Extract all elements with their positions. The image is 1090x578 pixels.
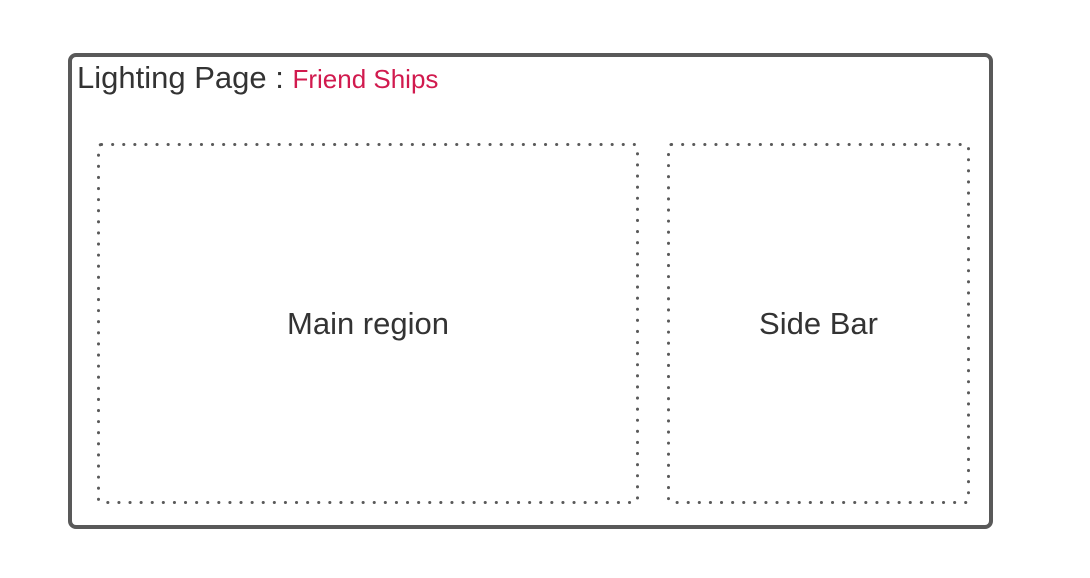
page-title-highlight: Friend Ships: [292, 64, 439, 94]
main-region-label: Main region: [287, 305, 449, 341]
side-bar-region: Side Bar: [667, 143, 970, 504]
main-region: Main region: [97, 143, 639, 504]
page-title-prefix: Lighting Page: [77, 60, 267, 95]
main-region-dotted-border: [97, 143, 639, 504]
page-title: Lighting Page : Friend Ships: [77, 59, 438, 98]
page-frame: [68, 53, 993, 529]
side-bar-label: Side Bar: [759, 305, 878, 341]
page-title-separator: :: [266, 60, 293, 95]
